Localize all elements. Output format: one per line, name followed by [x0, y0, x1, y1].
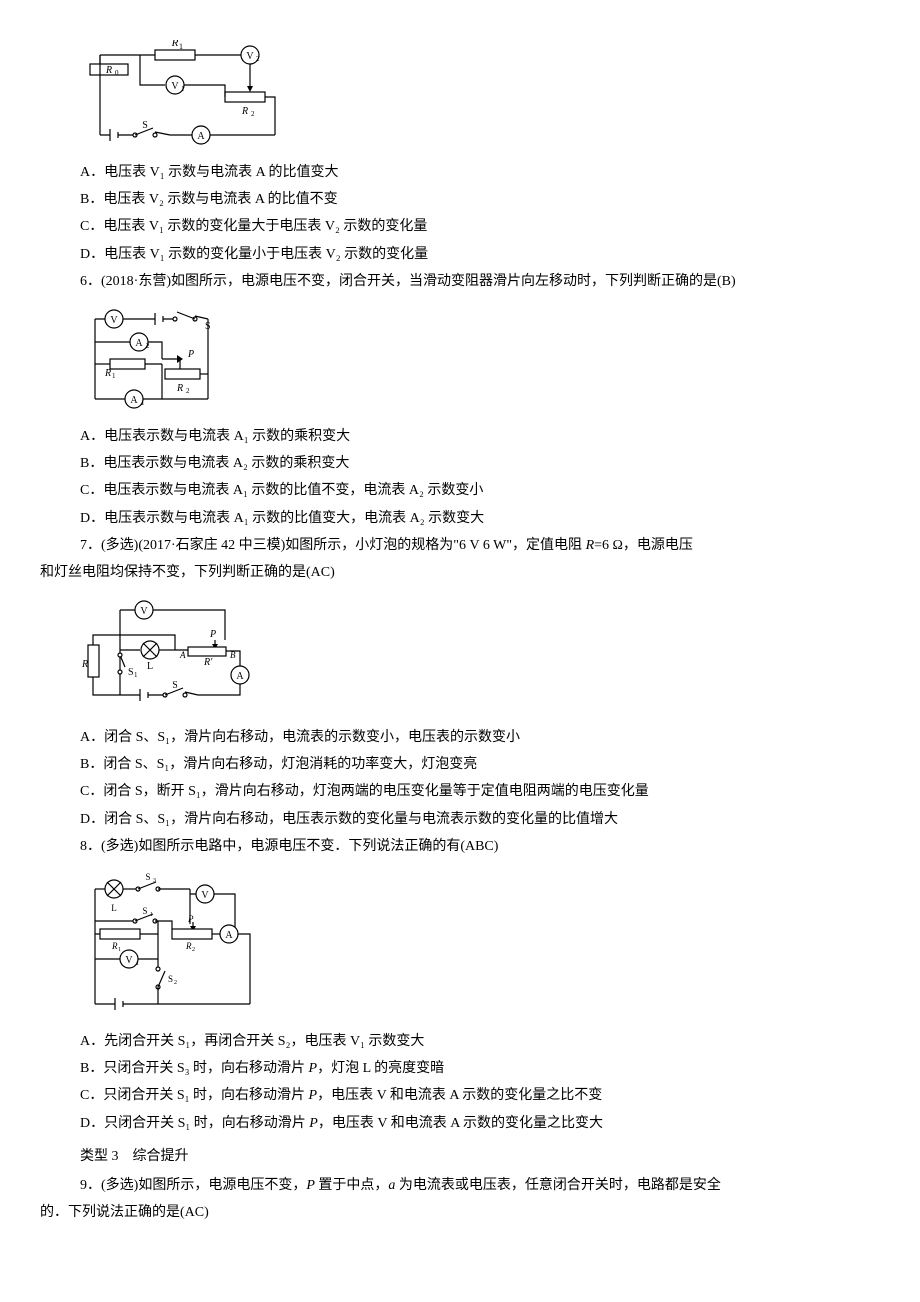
circuit-diagram-2: V S A 2 R 1 P R 2 A 1 — [80, 304, 880, 414]
circuit-diagram-3: V L P A R′ B R S 1 A — [80, 595, 880, 715]
q7-part1: 7．(多选)(2017·石家庄 42 中三模)如图所示，小灯泡的规格为"6 V … — [80, 538, 586, 553]
q8-option-c: C．只闭合开关 S₁ 时，向右移动滑片 P，电压表 V 和电流表 A 示数的变化… — [80, 1083, 880, 1108]
svg-text:V: V — [171, 81, 179, 92]
svg-text:2: 2 — [146, 342, 150, 350]
q6-option-a: A．电压表示数与电流表 A₁ 示数的乘积变大 — [80, 424, 880, 449]
q7-part2: =6 Ω，电源电压 — [594, 538, 693, 553]
svg-text:P: P — [187, 349, 194, 360]
q7-line2: 和灯丝电阻均保持不变，下列判断正确的是(AC) — [40, 560, 880, 585]
q8c-part1: C．只闭合开关 S₁ 时，向右移动滑片 — [80, 1088, 309, 1103]
q7-option-d: D．闭合 S、S₁，滑片向右移动，电压表示数的变化量与电流表示数的变化量的比值增… — [80, 807, 880, 832]
svg-text:R′: R′ — [203, 657, 213, 668]
svg-text:R: R — [111, 941, 118, 951]
svg-text:V: V — [140, 606, 148, 617]
svg-text:2: 2 — [174, 980, 177, 986]
svg-text:S: S — [172, 680, 178, 691]
q8c-p: P — [309, 1088, 318, 1103]
svg-text:R: R — [171, 40, 179, 49]
svg-text:1: 1 — [134, 671, 138, 679]
svg-text:3: 3 — [153, 878, 156, 884]
q6-option-d: D．电压表示数与电流表 A₁ 示数的比值变大，电流表 A₂ 示数变大 — [80, 506, 880, 531]
svg-text:A: A — [197, 131, 205, 142]
circuit-diagram-1: R 1 R 0 V 2 R 2 V 1 — [80, 40, 880, 150]
q7-r: R — [586, 538, 595, 553]
q9-line2: 的．下列说法正确的是(AC) — [40, 1200, 880, 1225]
svg-text:A: A — [130, 395, 138, 406]
svg-text:2: 2 — [186, 387, 190, 395]
q8b-p: P — [309, 1061, 318, 1076]
svg-text:A: A — [179, 650, 186, 660]
q9-part3: 为电流表或电压表，任意闭合开关时，电路都是安全 — [395, 1178, 721, 1193]
q5-option-a: A．电压表 V₁ 示数与电流表 A 的比值变大 — [80, 160, 880, 185]
category-3: 类型 3 综合提升 — [80, 1144, 880, 1169]
svg-text:S: S — [145, 872, 150, 882]
svg-text:R: R — [81, 659, 88, 670]
q9-part2: 置于中点， — [315, 1178, 389, 1193]
q8d-part2: ，电压表 V 和电流表 A 示数的变化量之比变大 — [318, 1116, 603, 1131]
q7-option-c: C．闭合 S，断开 S₁，滑片向右移动，灯泡两端的电压变化量等于定值电阻两端的电… — [80, 779, 880, 804]
q8-option-a: A．先闭合开关 S₁，再闭合开关 S₂，电压表 V₁ 示数变大 — [80, 1029, 880, 1054]
q8-option-b: B．只闭合开关 S₃ 时，向右移动滑片 P，灯泡 L 的亮度变暗 — [80, 1056, 880, 1081]
q8d-p: P — [309, 1116, 318, 1131]
svg-text:R: R — [104, 368, 111, 379]
svg-text:P: P — [209, 629, 216, 640]
svg-text:S: S — [142, 906, 147, 916]
q5-option-c: C．电压表 V₁ 示数的变化量大于电压表 V₂ 示数的变化量 — [80, 214, 880, 239]
svg-text:A: A — [225, 930, 233, 941]
svg-text:1: 1 — [141, 399, 145, 407]
q6-option-c: C．电压表示数与电流表 A₁ 示数的比值不变，电流表 A₂ 示数变小 — [80, 478, 880, 503]
q7-text: 7．(多选)(2017·石家庄 42 中三模)如图所示，小灯泡的规格为"6 V … — [80, 533, 880, 558]
q5-option-b: B．电压表 V₂ 示数与电流表 A 的比值不变 — [80, 187, 880, 212]
svg-text:R: R — [185, 941, 192, 951]
q9-part1: 9．(多选)如图所示，电源电压不变， — [80, 1178, 306, 1193]
svg-text:2: 2 — [256, 55, 260, 63]
svg-text:S: S — [142, 120, 148, 131]
svg-text:1: 1 — [181, 85, 185, 93]
q6-option-b: B．电压表示数与电流表 A₂ 示数的乘积变大 — [80, 451, 880, 476]
svg-text:V: V — [125, 955, 133, 966]
svg-text:1: 1 — [150, 912, 153, 918]
q8-text: 8．(多选)如图所示电路中，电源电压不变．下列说法正确的有(ABC) — [80, 834, 880, 859]
svg-text:2: 2 — [251, 110, 255, 118]
q8c-part2: ，电压表 V 和电流表 A 示数的变化量之比不变 — [317, 1088, 602, 1103]
svg-text:V: V — [110, 315, 118, 326]
svg-text:1: 1 — [112, 372, 116, 380]
svg-text:1: 1 — [136, 961, 139, 967]
svg-text:S: S — [128, 667, 134, 678]
svg-text:R: R — [241, 106, 248, 117]
svg-text:1: 1 — [118, 947, 121, 953]
q8b-part2: ，灯泡 L 的亮度变暗 — [317, 1061, 444, 1076]
q8d-part1: D．只闭合开关 S₁ 时，向右移动滑片 — [80, 1116, 309, 1131]
q8b-part1: B．只闭合开关 S₃ 时，向右移动滑片 — [80, 1061, 309, 1076]
q9-text: 9．(多选)如图所示，电源电压不变，P 置于中点，a 为电流表或电压表，任意闭合… — [80, 1173, 880, 1198]
q9-p: P — [306, 1178, 315, 1193]
svg-text:0: 0 — [115, 69, 119, 77]
q7-option-b: B．闭合 S、S₁，滑片向右移动，灯泡消耗的功率变大，灯泡变亮 — [80, 752, 880, 777]
q6-text: 6．(2018·东营)如图所示，电源电压不变，闭合开关，当滑动变阻器滑片向左移动… — [80, 269, 880, 294]
svg-text:L: L — [111, 903, 117, 913]
svg-text:1: 1 — [179, 42, 183, 51]
circuit-diagram-4: L S 3 V S 1 P R 1 R 2 A — [80, 869, 880, 1019]
svg-text:L: L — [147, 661, 153, 672]
svg-text:V: V — [246, 51, 254, 62]
q5-option-d: D．电压表 V₁ 示数的变化量小于电压表 V₂ 示数的变化量 — [80, 242, 880, 267]
q7-option-a: A．闭合 S、S₁，滑片向右移动，电流表的示数变小，电压表的示数变小 — [80, 725, 880, 750]
svg-text:R: R — [176, 383, 183, 394]
svg-text:A: A — [135, 338, 143, 349]
svg-text:A: A — [236, 671, 244, 682]
svg-text:S: S — [168, 974, 173, 984]
svg-text:R: R — [105, 65, 112, 76]
svg-text:2: 2 — [192, 947, 195, 953]
q8-option-d: D．只闭合开关 S₁ 时，向右移动滑片 P，电压表 V 和电流表 A 示数的变化… — [80, 1111, 880, 1136]
svg-text:V: V — [201, 890, 209, 901]
